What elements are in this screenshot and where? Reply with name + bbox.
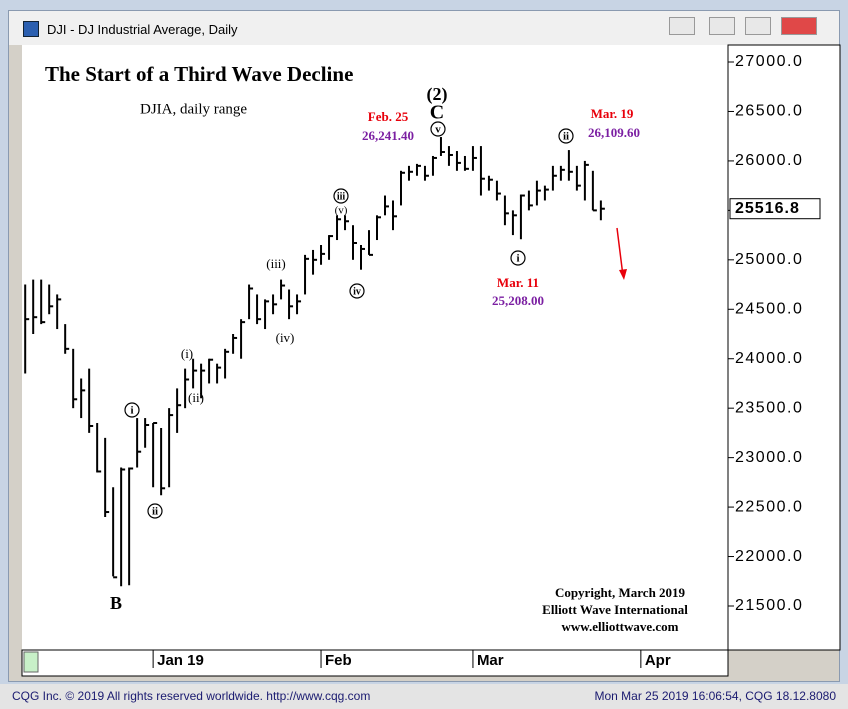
chart-title: The Start of a Third Wave Decline [45, 62, 353, 86]
wave-circle [430, 121, 446, 137]
price-axis: 21500.0 22000.0 22500.0 23000.0 23500.0 24000… [152, 53, 821, 669]
wave-label: (2) [427, 84, 448, 105]
y-tick-label: 23500.0 [735, 399, 803, 416]
pin-button[interactable] [669, 17, 695, 35]
status-right: Mon Mar 25 2019 16:06:54, CQG 18.12.8080 [594, 689, 837, 703]
wave-label: C [430, 102, 444, 124]
x-tick-label: Apr [645, 652, 671, 669]
chart-subtitle: DJIA, daily range [140, 101, 247, 117]
title-bar: DJI - DJ Industrial Average, Daily [9, 11, 839, 45]
wave-label: Mar. 11 [497, 275, 539, 290]
y-tick-label: 24500.0 [735, 300, 803, 317]
wave-label: (v) [335, 205, 348, 217]
minimize-button[interactable] [709, 17, 735, 35]
price-axis-area [727, 44, 841, 651]
forecast-arrow-head [619, 269, 627, 280]
wave-label: ii [563, 131, 569, 143]
wave-label: (i) [181, 346, 193, 361]
forecast-arrow [616, 227, 624, 277]
window-title: DJI - DJ Industrial Average, Daily [47, 22, 238, 37]
wave-label: 26,109.60 [588, 125, 640, 140]
wave-label: (iv) [276, 330, 295, 345]
y-tick-label: 25000.0 [735, 251, 803, 268]
last-price-box [729, 198, 821, 220]
y-tick-label: 24000.0 [735, 350, 803, 367]
wave-circle [510, 250, 526, 266]
y-tick-label: 26000.0 [735, 152, 803, 169]
wave-label: i [516, 253, 519, 265]
x-tick-label: Mar [477, 652, 504, 669]
wave-label: iv [353, 286, 361, 297]
wave-label: Mar. 19 [591, 106, 634, 121]
wave-circle [333, 188, 349, 204]
wave-label: B [110, 593, 122, 613]
marks: 21500.0 22000.0 22500.0 23000.0 23500.0 24000… [24, 53, 821, 669]
corner-box[interactable] [23, 651, 39, 673]
maximize-button[interactable] [745, 17, 771, 35]
wave-label: Feb. 25 [368, 109, 409, 124]
copyright: www.elliottwave.com [562, 619, 679, 634]
y-tick-label: 27000.0 [735, 53, 803, 70]
wave-circle [349, 283, 365, 299]
wave-label: v [435, 124, 441, 136]
x-tick-label: Jan 19 [157, 652, 204, 669]
wave-label: (ii) [188, 390, 204, 405]
status-left: CQG Inc. © 2019 All rights reserved worl… [12, 689, 371, 703]
date-axis-area [21, 649, 729, 677]
y-tick-label: 22500.0 [735, 498, 803, 515]
plot-area [22, 45, 728, 650]
y-tick-label: 21500.0 [735, 597, 803, 614]
wave-circle [124, 402, 140, 418]
y-tick-label: 22000.0 [735, 548, 803, 565]
wave-label: (iii) [266, 256, 286, 271]
y-tick-label: 26500.0 [735, 103, 803, 120]
wave-label: ii [152, 506, 158, 518]
wave-circle [147, 503, 163, 519]
wave-label: 25,208.00 [492, 293, 544, 308]
wave-circle [558, 128, 574, 144]
status-bar: CQG Inc. © 2019 All rights reserved worl… [0, 684, 848, 709]
wave-label: i [130, 405, 133, 417]
y-tick-label: 23000.0 [735, 449, 803, 466]
close-button[interactable] [781, 17, 817, 35]
last-price-label: 25516.8 [735, 200, 800, 217]
copyright: Elliott Wave International [542, 602, 688, 617]
wave-label: 26,241.40 [362, 128, 414, 143]
app-icon [23, 21, 39, 37]
x-tick-label: Feb [325, 652, 352, 669]
copyright: Copyright, March 2019 [555, 585, 686, 600]
chart: The Start of a Third Wave Decline DJIA, … [21, 44, 841, 677]
wave-label: iii [337, 191, 346, 202]
